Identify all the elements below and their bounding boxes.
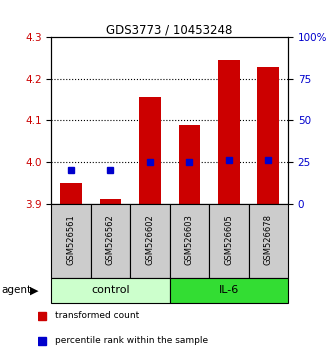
Text: GSM526603: GSM526603 [185,214,194,265]
Text: ▶: ▶ [30,285,38,295]
Bar [100,199,121,204]
Bar [130,204,169,278]
Text: control: control [91,285,130,295]
Text: percentile rank within the sample: percentile rank within the sample [55,336,208,345]
Text: IL-6: IL-6 [219,285,239,295]
Bar [169,204,209,278]
Bar [60,183,82,204]
Bar [139,97,161,204]
Bar [258,67,279,204]
Text: GSM526562: GSM526562 [106,214,115,264]
Text: agent: agent [2,285,32,295]
Bar [169,278,288,303]
Bar [209,204,249,278]
Text: GSM526602: GSM526602 [145,214,155,264]
Bar [51,204,91,278]
Bar [178,125,200,204]
Bar [91,204,130,278]
Text: GSM526678: GSM526678 [264,214,273,265]
Text: GSM526561: GSM526561 [67,214,75,264]
Bar [218,60,240,204]
Text: GSM526605: GSM526605 [224,214,233,264]
Bar [51,278,169,303]
Bar [249,204,288,278]
Text: transformed count: transformed count [55,312,139,320]
Title: GDS3773 / 10453248: GDS3773 / 10453248 [107,23,233,36]
